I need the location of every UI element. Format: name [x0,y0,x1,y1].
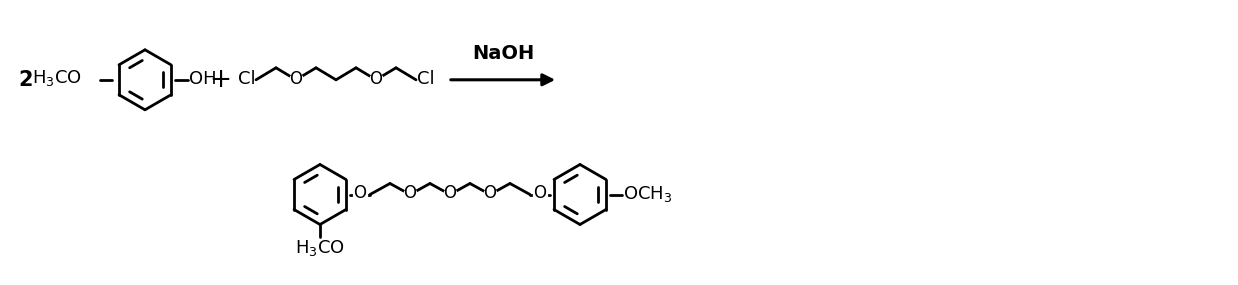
Text: O: O [369,70,383,88]
Text: OH: OH [189,70,217,88]
Text: O: O [443,184,457,203]
Text: O: O [404,184,416,203]
Text: O: O [484,184,496,203]
Text: H$_3$CO: H$_3$CO [32,68,82,88]
Text: O: O [534,184,546,203]
Text: +: + [209,67,232,93]
Text: H$_3$CO: H$_3$CO [295,239,345,258]
Text: Cl: Cl [238,70,255,88]
Text: O: O [354,184,366,203]
Text: 2: 2 [19,70,32,90]
Text: OCH$_3$: OCH$_3$ [623,184,672,203]
Text: NaOH: NaOH [472,44,534,63]
Text: Cl: Cl [417,70,435,88]
Text: O: O [290,70,302,88]
